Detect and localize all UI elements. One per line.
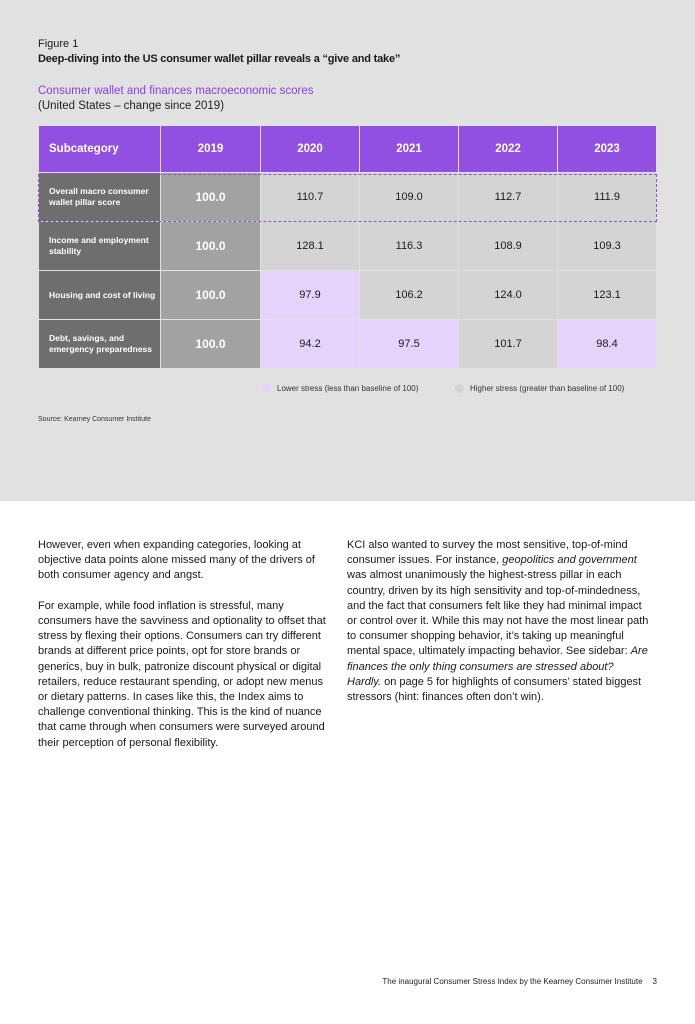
score-cell: 116.3 [359, 221, 459, 271]
table-row: Income and employment stability 100.0 128.… [38, 221, 657, 271]
score-cell: 100.0 [160, 172, 261, 222]
score-cell: 124.0 [458, 270, 558, 320]
legend-lower: Lower stress (less than baseline of 100) [262, 384, 418, 393]
table-subtitle: Consumer wallet and finances macroeconom… [38, 85, 314, 97]
table-row: Debt, savings, and emergency preparednes… [38, 319, 657, 369]
text: on page 5 for highlights of consumers’ s… [347, 675, 642, 704]
legend-lower-label: Lower stress (less than baseline of 100) [277, 384, 419, 393]
left-column: However, even when expanding categories,… [38, 538, 334, 766]
score-cell: 100.0 [160, 319, 261, 369]
column-header: 2019 [160, 125, 261, 173]
score-cell: 100.0 [160, 270, 261, 320]
score-cell: 97.9 [260, 270, 360, 320]
column-header: 2021 [359, 125, 459, 173]
legend-higher: Higher stress (greater than baseline of … [455, 384, 624, 393]
paragraph: KCI also wanted to survey the most sensi… [347, 538, 649, 705]
row-label: Overall macro consumer wallet pillar sco… [38, 172, 161, 222]
score-cell: 109.0 [359, 172, 459, 222]
text: was almost unanimously the highest-stres… [347, 569, 649, 658]
column-header: 2020 [260, 125, 360, 173]
column-header: Subcategory [38, 125, 161, 173]
score-cell: 100.0 [160, 221, 261, 271]
table-subtitle-note: (United States – change since 2019) [38, 100, 225, 112]
table-row: Housing and cost of living 100.0 97.9 106.2… [38, 270, 657, 320]
page-footer: The inaugural Consumer Stress Index by t… [372, 977, 657, 986]
paragraph: However, even when expanding categories,… [38, 539, 315, 582]
score-cell: 97.5 [359, 319, 459, 369]
higher-stress-swatch [455, 384, 464, 393]
score-cell: 128.1 [260, 221, 360, 271]
table-row: Overall macro consumer wallet pillar sco… [38, 172, 657, 222]
score-cell: 94.2 [260, 319, 360, 369]
row-label: Income and employment stability [38, 221, 161, 271]
text: KCI also wanted to survey the most sensi… [347, 539, 628, 567]
score-cell: 98.4 [557, 319, 657, 369]
text-italic: geopolitics and government [502, 554, 637, 567]
sidebar-reference: Are finances the only thing consumers ar… [347, 645, 648, 688]
right-column: KCI also wanted to survey the most sensi… [347, 538, 649, 720]
figure-label: Figure 1 [38, 38, 79, 50]
paragraph: For example, while food inflation is str… [38, 599, 326, 749]
score-cell: 108.9 [458, 221, 558, 271]
score-cell: 111.9 [557, 172, 657, 222]
score-cell: 110.7 [260, 172, 360, 222]
row-label: Debt, savings, and emergency preparednes… [38, 319, 161, 369]
scores-table: Subcategory 2019 2020 2021 2022 2023 Overall … [38, 125, 657, 369]
legend-higher-label: Higher stress (greater than baseline of … [470, 384, 625, 393]
figure-title: Deep-diving into the US consumer wallet … [38, 53, 401, 65]
lower-stress-swatch [262, 384, 271, 393]
column-header: 2022 [458, 125, 558, 173]
score-cell: 101.7 [458, 319, 558, 369]
source-note: Source: Kearney Consumer Institute [38, 416, 151, 423]
score-cell: 106.2 [359, 270, 459, 320]
page-number: 3 [652, 977, 657, 986]
footer-text: The inaugural Consumer Stress Index by t… [382, 977, 643, 986]
column-header: 2023 [557, 125, 657, 173]
score-cell: 109.3 [557, 221, 657, 271]
row-label: Housing and cost of living [38, 270, 161, 320]
score-cell: 123.1 [557, 270, 657, 320]
score-cell: 112.7 [458, 172, 558, 222]
